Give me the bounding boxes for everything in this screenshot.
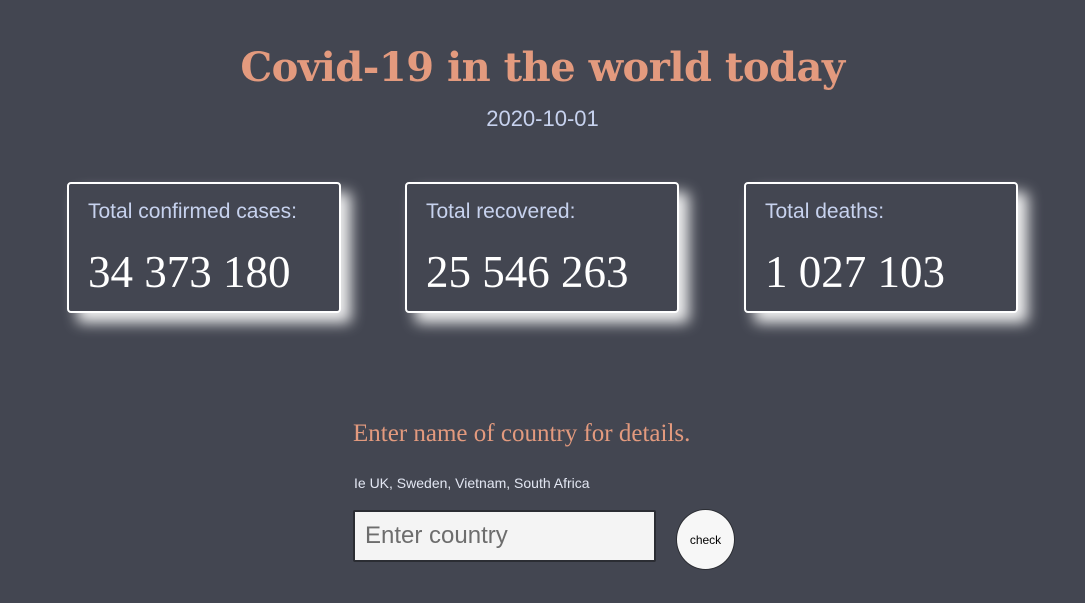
stat-value-confirmed: 34 373 180 bbox=[88, 247, 291, 297]
stat-value-deaths: 1 027 103 bbox=[765, 247, 945, 297]
country-hint: Ie UK, Sweden, Vietnam, South Africa bbox=[354, 475, 590, 491]
stat-card-confirmed: Total confirmed cases: 34 373 180 bbox=[67, 182, 341, 313]
stat-label-recovered: Total recovered: bbox=[426, 200, 576, 223]
stat-card-recovered: Total recovered: 25 546 263 bbox=[405, 182, 679, 313]
page-title: Covid-19 in the world today bbox=[240, 44, 845, 91]
stat-card-deaths: Total deaths: 1 027 103 bbox=[744, 182, 1018, 313]
country-input[interactable] bbox=[353, 510, 656, 562]
country-prompt: Enter name of country for details. bbox=[353, 420, 691, 447]
stat-value-recovered: 25 546 263 bbox=[426, 247, 629, 297]
stat-label-deaths: Total deaths: bbox=[765, 200, 885, 223]
check-button[interactable]: check bbox=[676, 509, 735, 570]
date-label: 2020-10-01 bbox=[486, 106, 599, 131]
stat-label-confirmed: Total confirmed cases: bbox=[88, 200, 297, 223]
